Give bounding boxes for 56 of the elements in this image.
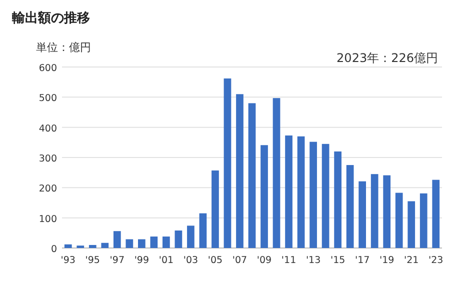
chart-title: 輸出額の推移 [11,10,90,26]
x-tick-label: '09 [256,255,272,266]
x-tick-label: '99 [134,255,150,266]
bar [322,144,330,248]
bar [395,192,403,248]
y-axis-title: 単位：億円 [36,41,91,54]
x-tick-label: '93 [60,255,76,266]
bar [334,151,342,248]
y-tick-label: 100 [38,214,57,225]
x-tick-label: '05 [208,255,223,266]
bar [346,165,354,248]
bar [272,98,280,248]
bar [248,103,256,248]
bar [88,244,96,248]
bar [224,78,232,248]
x-tick-label: '07 [232,255,248,266]
bar [297,136,305,248]
bar [236,94,244,248]
x-tick-label: '19 [379,255,394,266]
bar [126,239,134,248]
bar [64,244,72,248]
y-tick-label: 200 [38,184,57,195]
x-tick-label: '97 [110,255,125,266]
x-tick-label: '03 [183,255,198,266]
bar [138,239,146,248]
bar [420,193,428,248]
bar [370,174,378,248]
x-tick-label: '13 [306,255,321,266]
x-tick-label: '23 [428,255,444,266]
y-tick-label: 600 [38,63,57,74]
y-tick-label: 500 [38,93,57,104]
text: 2023年：226億円 [336,51,438,65]
bar [358,181,366,248]
x-tick-label: '21 [404,255,419,266]
bar [432,180,440,248]
y-tick-label: 400 [38,123,57,134]
bar [199,213,207,248]
bar [310,142,317,248]
x-tick-label: '01 [158,255,174,266]
y-tick-label: 300 [38,154,57,164]
x-tick-label: '11 [281,255,296,266]
bar [150,236,158,248]
bar [408,201,416,248]
bar [101,242,109,248]
bar [187,226,194,248]
bar [212,170,219,248]
x-tick-label: '95 [85,255,100,266]
bar [162,236,170,248]
bar [285,135,292,248]
bar [174,230,182,248]
y-tick-label: 0 [50,244,57,255]
x-tick-label: '15 [330,255,346,266]
bar [383,175,391,248]
x-tick-label: '17 [354,255,370,266]
bar [113,231,121,248]
bar [260,145,268,248]
